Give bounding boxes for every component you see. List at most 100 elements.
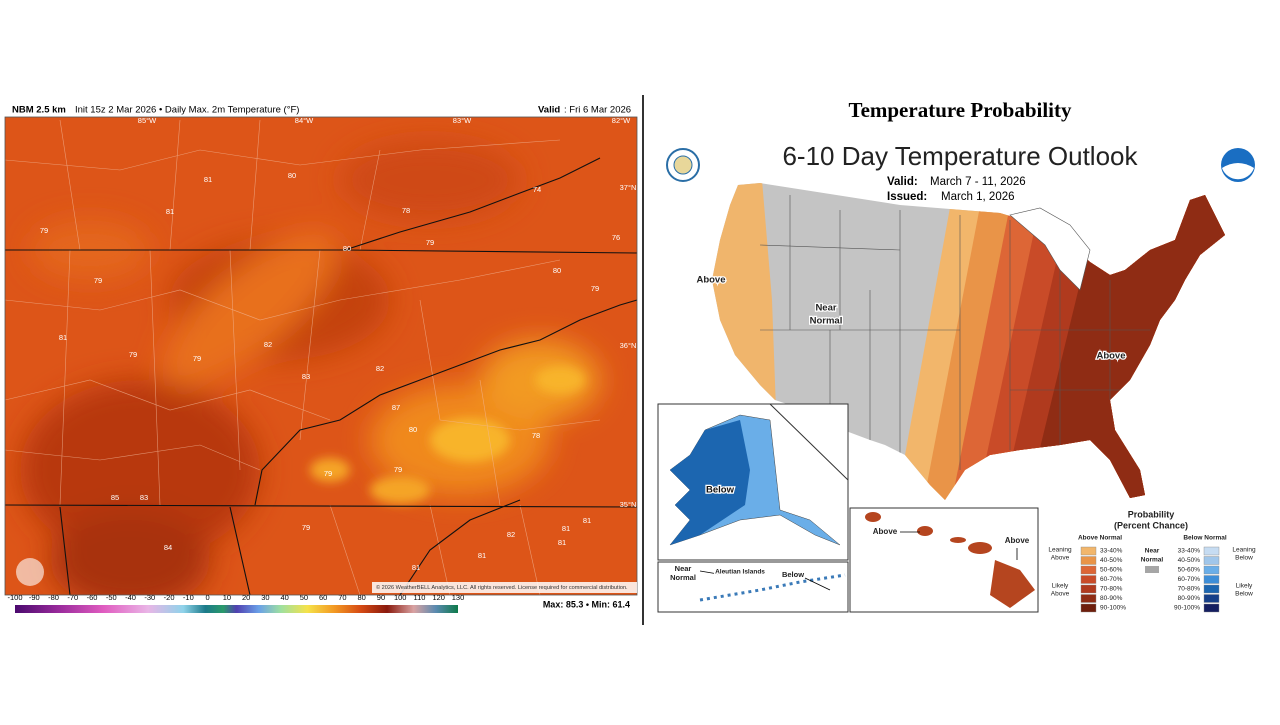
- point-value: 79: [129, 350, 137, 359]
- legend-text: Probability: [1128, 509, 1175, 519]
- colorbar-tick-label: 0: [206, 593, 210, 602]
- aleutian-islands: [699, 573, 846, 602]
- point-value: 80: [288, 171, 296, 180]
- longitude-label: 83°W: [453, 116, 472, 125]
- point-value: 83: [302, 372, 310, 381]
- colorbar-tick-label: -30: [144, 593, 155, 602]
- colorbar-tick-label: 100: [394, 593, 407, 602]
- longitude-label: 84°W: [295, 116, 314, 125]
- valid-value: : Fri 6 Mar 2026: [564, 105, 631, 116]
- doc-logo: [666, 148, 700, 182]
- point-value: 79: [40, 226, 48, 235]
- colorbar-tick-label: -50: [106, 593, 117, 602]
- copyright-bg: [372, 582, 637, 593]
- colorbar-tick-label: 40: [280, 593, 288, 602]
- colorbar-tick-label: 60: [319, 593, 327, 602]
- above-range: 40-50%: [1100, 557, 1123, 564]
- region-label: Normal: [670, 573, 696, 582]
- legend-text: Below: [1235, 555, 1253, 562]
- point-value: 79: [94, 276, 102, 285]
- legend-text: Near: [1145, 548, 1160, 555]
- legend: Probability(Percent Chance) Above Normal B…: [1048, 509, 1256, 613]
- legend-text: Leaning: [1048, 547, 1072, 554]
- great-lakes: [1009, 207, 1091, 291]
- near-normal-swatch: [1145, 566, 1159, 573]
- below-swatch: [1203, 546, 1220, 556]
- above-swatch: [1080, 565, 1097, 575]
- point-value: 79: [394, 465, 402, 474]
- valid-value: March 7 - 11, 2026: [930, 176, 1026, 188]
- above-range: 80-90%: [1100, 595, 1123, 602]
- point-value: 87: [392, 403, 400, 412]
- issued-value: March 1, 2026: [941, 191, 1015, 203]
- region-label: Above: [873, 527, 898, 536]
- valid-label: Valid:: [887, 176, 918, 188]
- point-value: 76: [612, 233, 620, 242]
- temperature-map: [5, 117, 637, 595]
- below-swatch: [1203, 575, 1220, 584]
- hawaii-islands: [865, 512, 1035, 608]
- below-swatch: [1203, 603, 1220, 613]
- valid-label: Valid: [538, 105, 560, 116]
- colorbar: [15, 605, 458, 613]
- legend-text: Normal: [1141, 557, 1164, 564]
- copyright: © 2026 WeatherBELL Analytics, LLC. All r…: [376, 584, 628, 591]
- aleutian-inset: [657, 561, 849, 613]
- point-value: 81: [204, 175, 212, 184]
- below-swatch: [1203, 556, 1220, 565]
- below-swatch: [1203, 594, 1220, 603]
- point-value: 81: [562, 524, 570, 533]
- point-value: 80: [409, 425, 417, 434]
- colorbar-tick-label: 30: [261, 593, 269, 602]
- colorbar-tick-label: -70: [67, 593, 78, 602]
- point-value: 78: [532, 431, 540, 440]
- point-value: 81: [166, 207, 174, 216]
- point-value: 79: [591, 284, 599, 293]
- point-value: 81: [59, 333, 67, 342]
- region-label: Above: [696, 275, 725, 286]
- below-swatch: [1203, 565, 1220, 575]
- legend-text: Above: [1051, 555, 1070, 562]
- model-description: Init 15z 2 Mar 2026 • Daily Max. 2m Temp…: [75, 105, 299, 116]
- point-value: 78: [402, 206, 410, 215]
- alaska-likely: [670, 420, 750, 545]
- point-value: 85: [111, 493, 119, 502]
- inset-connector: [769, 403, 849, 481]
- colorbar-tick-label: 10: [223, 593, 231, 602]
- point-value: 82: [264, 340, 272, 349]
- issued-label: Issued:: [887, 191, 927, 203]
- map-labels: AboveNearNormalAboveBelowNearNormalAleut…: [669, 273, 1127, 583]
- colorbar-tick-label: 110: [413, 593, 425, 602]
- region-label: Below: [706, 485, 735, 496]
- colorbar-tick-label: -10: [183, 593, 194, 602]
- below-range: 90-100%: [1174, 605, 1200, 612]
- latitude-label: 37°N: [620, 183, 637, 192]
- region-label: Below: [782, 570, 804, 579]
- point-value: 82: [376, 364, 384, 373]
- above-swatch: [1080, 594, 1097, 603]
- colorbar-tick-label: 50: [300, 593, 308, 602]
- longitude-label: 82°W: [612, 116, 631, 125]
- colorbar-tick-label: 20: [242, 593, 250, 602]
- colorbar-ticks: -100 -90 -80 -70 -60 -50 -40 -30 -20 -10 0 10 20 30 40…: [7, 593, 464, 602]
- left-panel: NBM 2.5 km Init 15z 2 Mar 2026 • Daily M…: [4, 100, 639, 616]
- point-value: 83: [140, 493, 148, 502]
- point-value: 79: [193, 354, 201, 363]
- colorbar-tick-label: -20: [164, 593, 175, 602]
- point-value: 80: [343, 244, 351, 253]
- above-swatch: [1080, 546, 1097, 556]
- point-value: 81: [412, 563, 420, 572]
- legend-text: (Percent Chance): [1114, 520, 1188, 530]
- above-range: 60-70%: [1100, 576, 1123, 583]
- max-min: Max: 85.3 • Min: 61.4: [543, 599, 630, 609]
- colorbar-tick-label: -100: [7, 593, 22, 602]
- outlook-title: 6-10 Day Temperature Outlook: [782, 141, 1138, 171]
- point-value: 81: [478, 551, 486, 560]
- colorbar-tick-label: 120: [432, 593, 445, 602]
- legend-text: Likely: [1236, 583, 1253, 590]
- region-label: Normal: [810, 316, 843, 327]
- longitude-label: 85°W: [138, 116, 157, 125]
- below-range: 33-40%: [1178, 548, 1201, 555]
- map-frame: [4, 116, 638, 596]
- colorbar-tick-label: 70: [338, 593, 346, 602]
